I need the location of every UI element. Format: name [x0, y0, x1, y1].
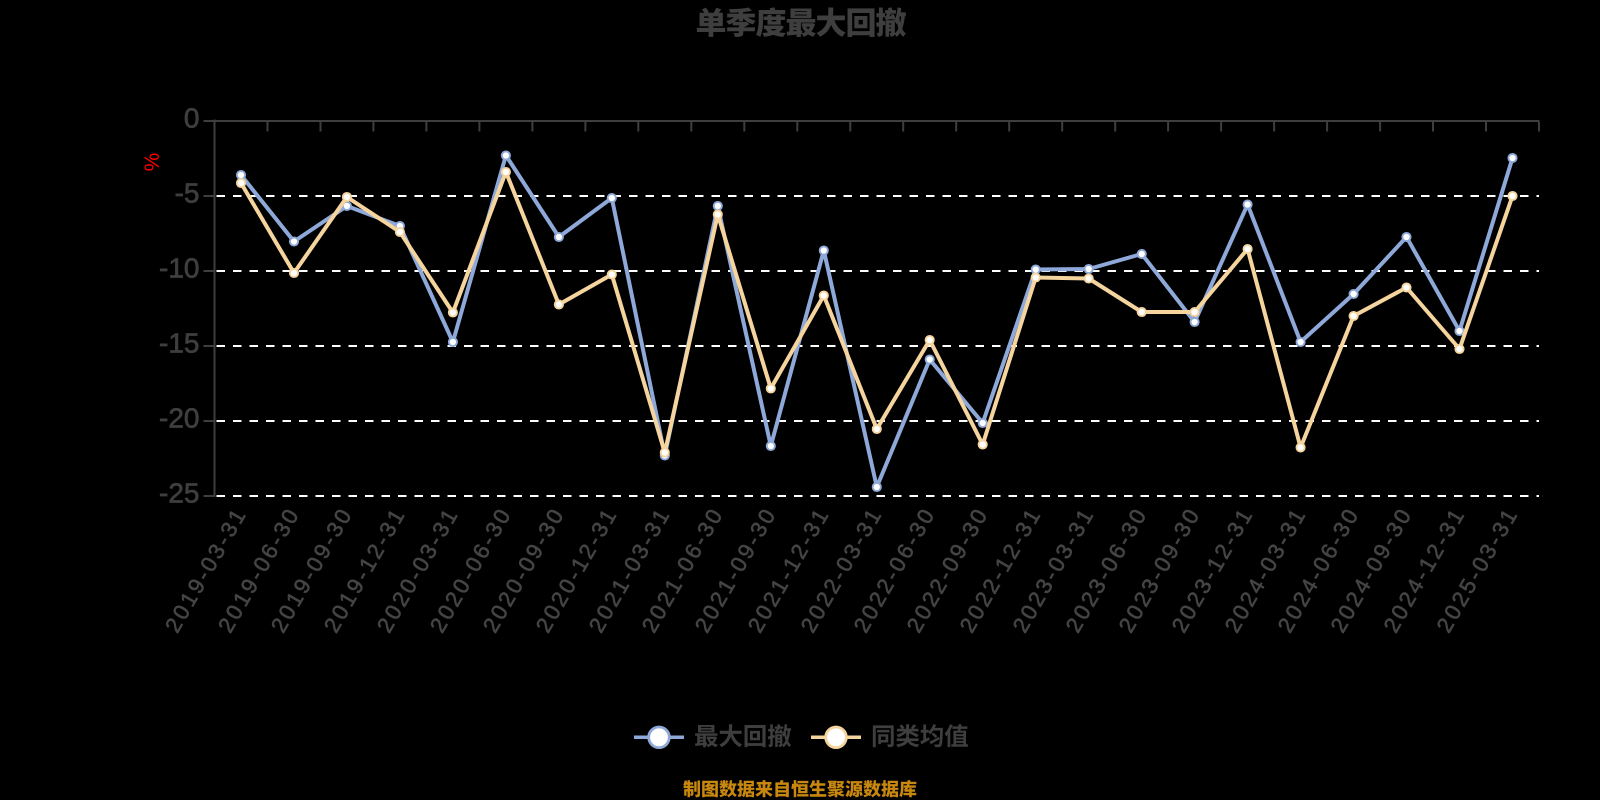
svg-text:-25: -25 — [159, 478, 199, 509]
svg-text:-10: -10 — [159, 253, 199, 284]
svg-text:-20: -20 — [159, 403, 199, 434]
svg-text:0: 0 — [184, 103, 200, 134]
svg-text:-15: -15 — [159, 328, 199, 359]
svg-text:%: % — [141, 153, 164, 172]
svg-text:-5: -5 — [175, 178, 200, 209]
